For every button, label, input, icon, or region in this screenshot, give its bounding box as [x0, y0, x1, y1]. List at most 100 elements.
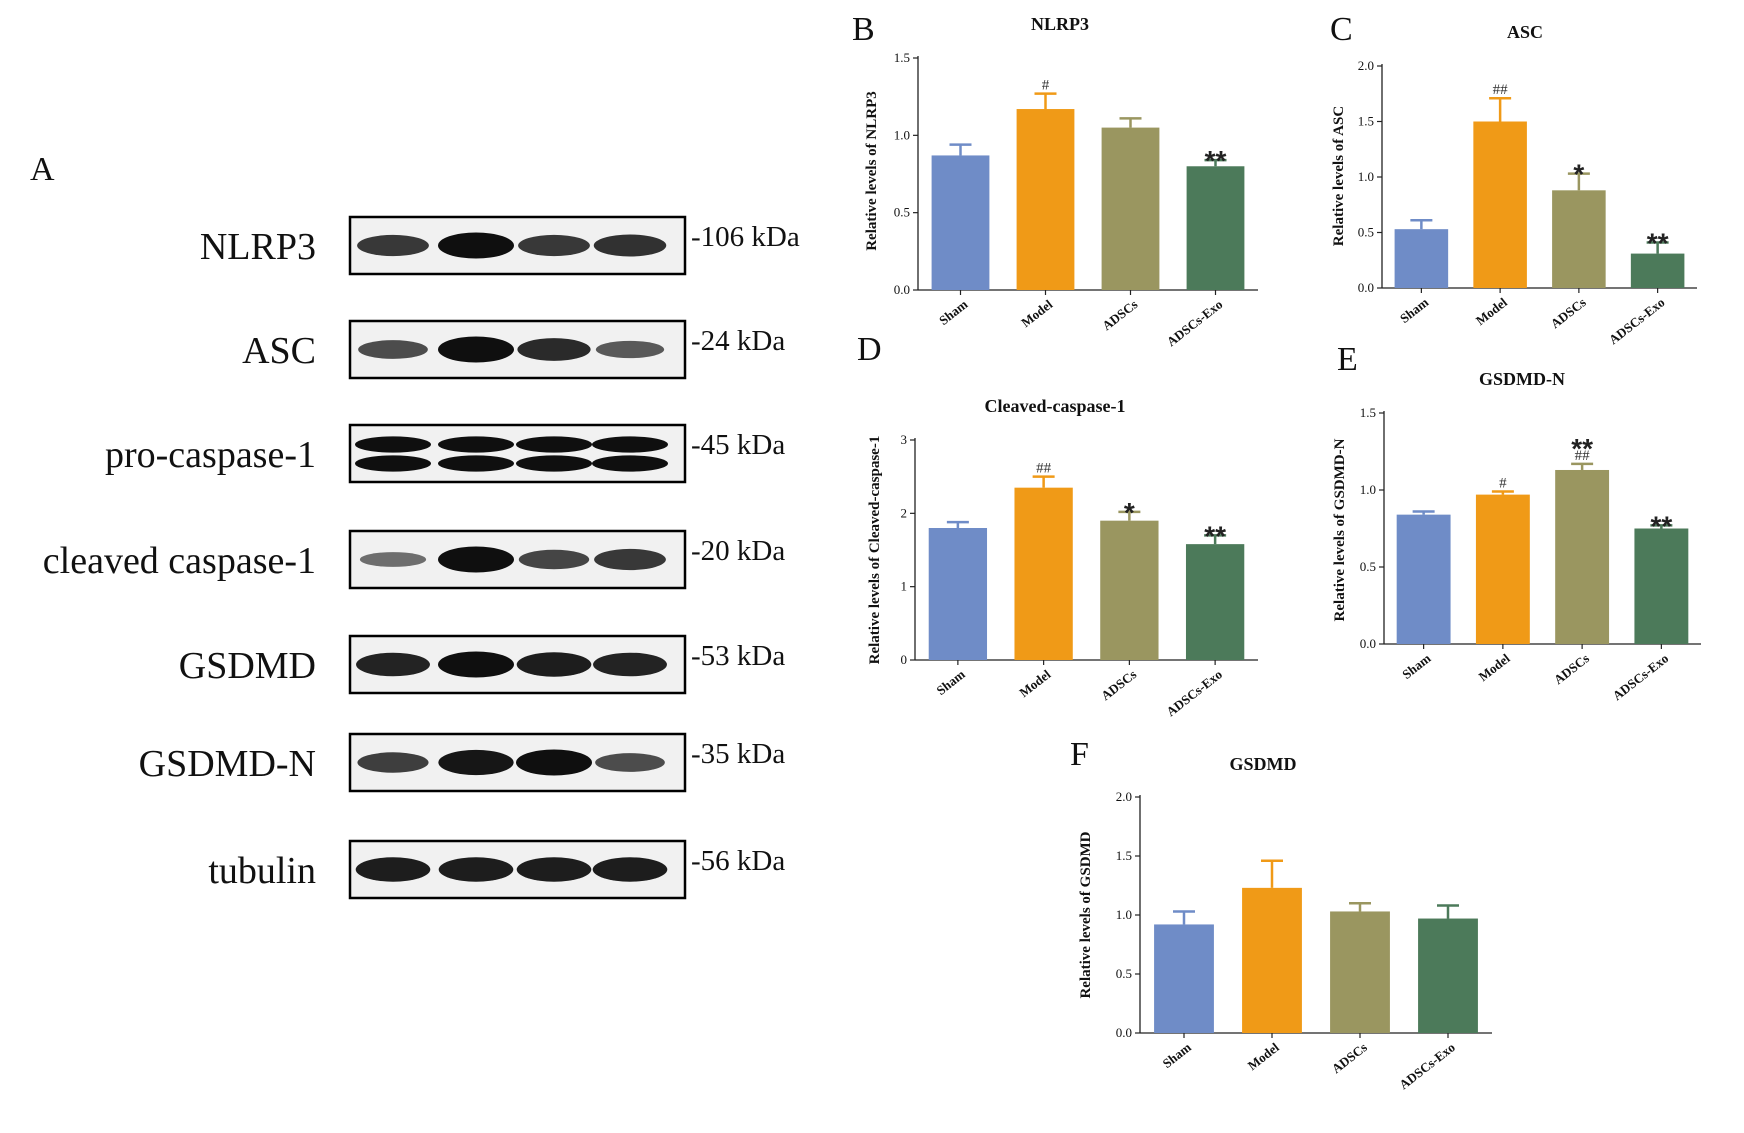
panel-letter-a: A	[30, 151, 55, 188]
blot-row-nlrp3: NLRP3 -106 kDa	[200, 215, 800, 276]
x-tick-label: Sham	[1399, 650, 1433, 681]
blot-band-lower	[592, 455, 668, 472]
x-tick-label: ADSCs-Exo	[1606, 295, 1668, 348]
blot-row-gsdmd-n: GSDMD-N -35 kDa	[139, 732, 785, 793]
x-tick-label: ADSCs-Exo	[1396, 1040, 1458, 1093]
chart-title: GSDMD	[1230, 754, 1297, 774]
chart-panel-e: E GSDMD-N Relative levels of GSDMD-N 0.0 0.5…	[1332, 341, 1701, 703]
panel-letter-e: E	[1337, 341, 1358, 378]
y-tick-label: 1.5	[1116, 848, 1132, 863]
y-tick-label: 1.0	[894, 127, 910, 142]
blot-band	[357, 234, 429, 257]
y-tick-label: 0.0	[1360, 636, 1376, 651]
y-tick-label: 0.5	[894, 205, 910, 220]
chart-title: GSDMD-N	[1479, 369, 1565, 389]
bar-model	[1473, 121, 1527, 288]
significance-star: **	[1205, 145, 1227, 176]
x-tick-label: ADSCs-Exo	[1164, 297, 1226, 350]
y-tick-label: 0.0	[1358, 280, 1374, 295]
blot-band-upper	[516, 436, 592, 453]
blot-band	[438, 232, 514, 259]
x-tick-label: Sham	[1397, 294, 1431, 325]
blot-mw-label: -53 kDa	[691, 640, 785, 672]
blot-band	[517, 338, 591, 361]
x-tick-label: Model	[1473, 294, 1510, 328]
x-tick-label: ADSCs-Exo	[1163, 667, 1225, 720]
chart-title: ASC	[1507, 22, 1543, 42]
chart-panel-c: C ASC Relative levels of ASC 0.0 0.5 1.0 1.5 2.…	[1330, 11, 1697, 347]
chart-panel-d: D Cleaved-caspase-1 Relative levels of Cle…	[857, 331, 1258, 719]
blot-band-lower	[438, 455, 514, 472]
blot-band	[593, 652, 667, 677]
bar-adscs-exo	[1185, 544, 1245, 660]
y-axis-label: Relative levels of ASC	[1331, 106, 1347, 246]
x-tick-label: ADSCs-Exo	[1610, 651, 1672, 704]
x-tick-label: ADSCs	[1551, 651, 1592, 688]
y-tick-label: 0.5	[1358, 225, 1374, 240]
x-tick-label: Sham	[936, 296, 970, 327]
blot-band	[355, 857, 431, 882]
blot-band	[516, 652, 592, 677]
chart-panel-f: F GSDMD Relative levels of GSDMD 0.0 0.5 1.0 1…	[1070, 736, 1492, 1092]
blot-band	[595, 753, 665, 772]
significance-hash: #	[1499, 476, 1507, 492]
y-tick-label: 0.0	[1116, 1025, 1132, 1040]
blot-band	[359, 552, 427, 567]
blot-protein-label: GSDMD-N	[139, 743, 316, 785]
significance-star: **	[1571, 433, 1593, 464]
x-tick-label: ADSCs	[1548, 295, 1589, 332]
x-tick-label: Model	[1018, 296, 1055, 330]
blot-membrane	[348, 423, 687, 484]
bar-model	[1242, 887, 1302, 1033]
x-tick-label: Model	[1476, 650, 1513, 684]
bar-model	[1014, 487, 1073, 660]
y-tick-label: 1.0	[1116, 907, 1132, 922]
blot-row-asc: ASC -24 kDa	[242, 319, 785, 380]
blot-mw-label: -56 kDa	[691, 845, 785, 877]
blot-band	[438, 749, 514, 776]
y-tick-label: 1.5	[1360, 405, 1376, 420]
panel-letter-d: D	[857, 331, 882, 368]
blot-mw-label: -20 kDa	[691, 535, 785, 567]
x-tick-label: ADSCs	[1099, 297, 1140, 334]
x-tick-label: ADSCs	[1098, 667, 1139, 704]
y-tick-label: 0.5	[1116, 966, 1132, 981]
significance-star: **	[1650, 510, 1672, 541]
bar-adscs-exo	[1418, 918, 1478, 1033]
bar-adscs	[1555, 469, 1610, 644]
blot-protein-label: ASC	[242, 330, 316, 372]
chart-panel-b: B NLRP3 Relative levels of NLRP3 0.0 0.5 1.0 1…	[852, 11, 1258, 349]
bar-adscs-exo	[1634, 528, 1689, 644]
bar-adscs	[1100, 520, 1159, 660]
significance-hash: ##	[1493, 82, 1509, 98]
chart-title: NLRP3	[1031, 14, 1089, 34]
blot-protein-label: pro-caspase-1	[105, 434, 316, 476]
blot-band-upper	[355, 436, 431, 453]
panel-letter-c: C	[1330, 11, 1353, 48]
y-tick-label: 1.5	[1358, 114, 1374, 129]
y-tick-label: 2.0	[1358, 58, 1374, 73]
y-tick-label: 1	[901, 579, 908, 594]
bar-sham	[1394, 229, 1449, 288]
bar-sham	[928, 528, 988, 660]
blot-band	[356, 652, 430, 677]
panel-letter-f: F	[1070, 736, 1089, 773]
blot-band	[516, 749, 592, 776]
y-tick-label: 2	[901, 505, 908, 520]
y-axis-label: Relative levels of Cleaved-caspase-1	[867, 436, 883, 665]
y-axis-label: Relative levels of NLRP3	[864, 91, 880, 251]
bar-sham	[1396, 514, 1451, 644]
blot-band	[357, 752, 429, 773]
bar-adscs	[1552, 190, 1606, 288]
blot-band-lower	[355, 455, 431, 472]
bar-sham	[931, 155, 990, 290]
significance-hash: ##	[1036, 461, 1052, 477]
blot-protein-label: NLRP3	[200, 226, 316, 268]
x-tick-label: Model	[1016, 666, 1053, 700]
x-tick-label: ADSCs	[1329, 1040, 1370, 1077]
blot-mw-label: -24 kDa	[691, 325, 785, 357]
blot-band-upper	[592, 436, 668, 453]
blot-band	[593, 234, 667, 257]
y-tick-label: 0.0	[894, 282, 910, 297]
